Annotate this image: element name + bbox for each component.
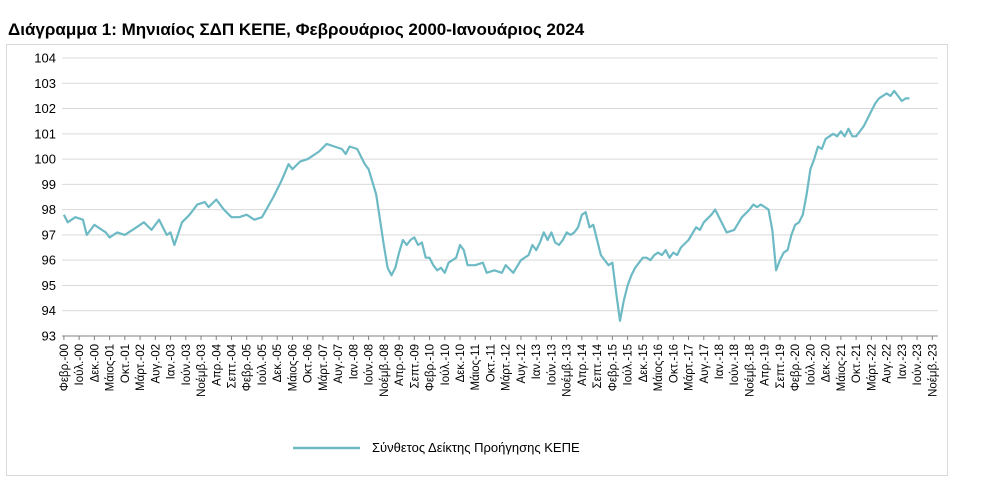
x-tick-label: Νοέμβ.-18 — [744, 344, 756, 397]
y-tick-label: 101 — [34, 126, 56, 141]
x-tick-label: Μάρτ.-12 — [501, 344, 513, 391]
y-tick-label: 102 — [34, 101, 56, 116]
x-tick-label: Δεκ.-20 — [821, 344, 833, 382]
x-tick-label: Ιούλ.-10 — [440, 344, 452, 385]
x-tick-label: Οκτ.-06 — [303, 344, 315, 383]
y-tick-label: 97 — [42, 227, 56, 242]
legend-label: Σύνθετος Δείκτης Προήγησης ΚΕΠΕ — [372, 440, 580, 455]
y-tick-label: 96 — [42, 253, 56, 268]
x-tick-label: Δεκ.-10 — [455, 344, 467, 382]
x-tick-label: Σεπτ.-09 — [409, 344, 421, 389]
gridlines — [62, 57, 938, 337]
x-tick-label: Αυγ.-07 — [333, 344, 345, 384]
x-tick-label: Φεβρ.-10 — [425, 344, 437, 391]
x-tick-label: Μάιος-06 — [287, 344, 299, 391]
series-group — [62, 89, 910, 322]
y-axis-ticks: 93 94 95 96 97 98 99 100 101 102 103 104 — [34, 51, 56, 344]
x-tick-label: Μάιος-01 — [105, 344, 117, 391]
x-tick-label: Οκτ.-16 — [668, 344, 680, 383]
chart-frame — [6, 44, 948, 476]
x-axis-ticks: Φεβρ.-00 Ιούλ.-00 Δεκ.-00 Μάιος-01 Οκτ.-01 Μά… — [59, 336, 939, 397]
x-tick-label: Νοέμβ.-08 — [379, 344, 391, 397]
x-tick-label: Νοέμβ.-23 — [927, 344, 939, 397]
y-tick-label: 93 — [42, 329, 56, 344]
x-tick-label: Ιούν.-23 — [912, 344, 924, 385]
x-tick-label: Ιούν.-13 — [546, 344, 558, 385]
x-tick-label: Σεπτ.-04 — [226, 343, 238, 388]
x-tick-label: Αυγ.-02 — [150, 344, 162, 384]
x-tick-label: Μάρτ.-17 — [684, 344, 696, 391]
x-tick-label: Αυγ.-22 — [882, 344, 894, 384]
x-tick-label: Μάρτ.-07 — [318, 344, 330, 391]
series-line — [62, 89, 910, 322]
y-tick-label: 104 — [34, 51, 56, 66]
y-tick-label: 95 — [42, 278, 56, 293]
x-tick-label: Φεβρ.-15 — [607, 344, 619, 391]
x-tick-label: Ιούλ.-05 — [257, 344, 269, 385]
y-tick-label: 100 — [34, 152, 56, 167]
x-tick-label: Δεκ.-05 — [272, 344, 284, 382]
y-tick-label: 94 — [42, 303, 56, 318]
y-tick-label: 103 — [34, 76, 56, 91]
x-tick-label: Ιαν.-03 — [166, 344, 178, 379]
x-tick-label: Μάρτ.-22 — [866, 344, 878, 391]
y-tick-label: 99 — [42, 177, 56, 192]
x-tick-label: Ιούλ.-00 — [74, 344, 86, 385]
x-tick-label: Νοέμβ.-13 — [562, 344, 574, 397]
chart-title: Διάγραμμα 1: Μηνιαίος ΣΔΠ ΚΕΠΕ, Φεβρουάρ… — [8, 20, 585, 39]
x-tick-label: Απρ.-09 — [394, 344, 406, 386]
x-tick-label: Ιούν.-18 — [729, 344, 741, 385]
x-tick-label: Φεβρ.-05 — [242, 344, 254, 391]
x-tick-label: Μάιος-11 — [470, 344, 482, 391]
x-tick-label: Απρ.-04 — [211, 343, 223, 386]
x-tick-label: Ιούλ.-20 — [805, 344, 817, 385]
x-tick-label: Νοέμβ.-03 — [196, 344, 208, 397]
x-tick-label: Μάιος-16 — [653, 344, 665, 391]
x-tick-label: Δεκ.-15 — [638, 344, 650, 382]
x-tick-label: Ιαν.-13 — [531, 344, 543, 379]
x-tick-label: Ιαν.-18 — [714, 344, 726, 379]
x-tick-label: Δεκ.-00 — [89, 344, 101, 382]
x-tick-label: Ιαν.-08 — [348, 344, 360, 379]
x-tick-label: Οκτ.-01 — [120, 344, 132, 383]
x-tick-label: Σεπτ.-19 — [775, 344, 787, 389]
x-tick-label: Οκτ.-21 — [851, 344, 863, 383]
legend: Σύνθετος Δείκτης Προήγησης ΚΕΠΕ — [293, 440, 580, 455]
x-tick-label: Μάρτ.-02 — [135, 344, 147, 391]
x-tick-label: Μάιος-21 — [836, 344, 848, 391]
y-tick-label: 98 — [42, 202, 56, 217]
x-tick-label: Απρ.-14 — [577, 343, 589, 386]
x-tick-label: Απρ.-19 — [760, 344, 772, 386]
x-tick-label: Αυγ.-12 — [516, 344, 528, 384]
x-tick-label: Ιούλ.-15 — [623, 344, 635, 385]
x-tick-label: Ιούν.-08 — [364, 344, 376, 385]
x-tick-label: Φεβρ.-00 — [59, 344, 71, 391]
x-tick-label: Οκτ.-11 — [485, 344, 497, 382]
x-tick-label: Ιούν.-03 — [181, 344, 193, 385]
x-tick-label: Αυγ.-17 — [699, 344, 711, 384]
x-tick-label: Φεβρ.-20 — [790, 344, 802, 391]
x-tick-label: Ιαν.-23 — [897, 344, 909, 379]
x-tick-label: Σεπτ.-14 — [592, 343, 604, 388]
